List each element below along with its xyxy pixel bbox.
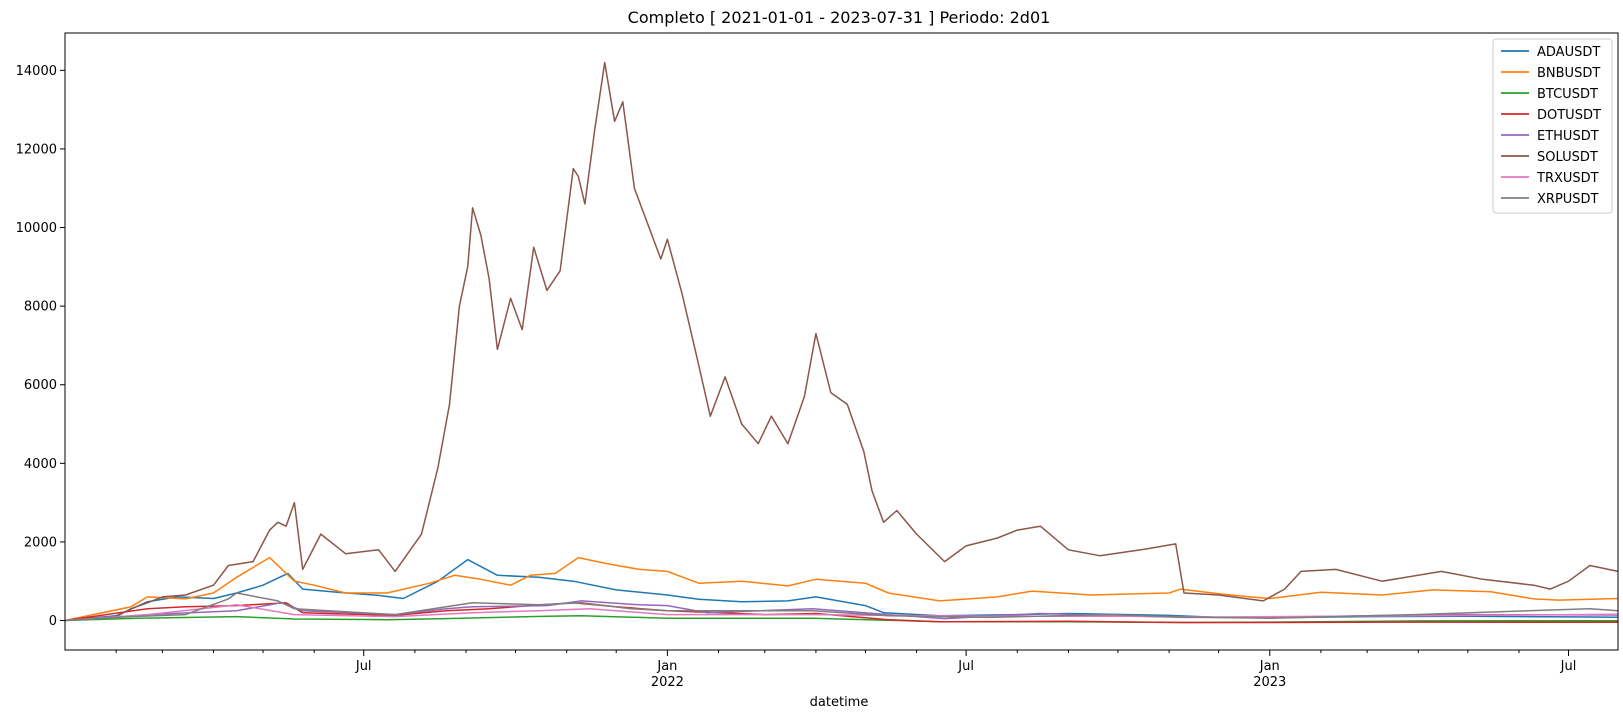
y-tick-label: 10000 bbox=[16, 221, 57, 236]
legend-label-ethusdt: ETHUSDT bbox=[1537, 129, 1599, 144]
y-tick-label: 4000 bbox=[24, 457, 57, 472]
y-axis: 0 2000 4000 6000 8000 10000 12000 14000 bbox=[16, 64, 65, 629]
x-tick-label: Jul bbox=[957, 659, 974, 674]
y-tick-label: 14000 bbox=[16, 64, 57, 79]
y-tick-label: 8000 bbox=[24, 300, 57, 315]
y-tick-label: 12000 bbox=[16, 142, 57, 157]
legend-label-bnbusdt: BNBUSDT bbox=[1537, 66, 1600, 81]
x-axis-label: datetime bbox=[810, 695, 869, 710]
x-tick-label: Jan bbox=[1259, 659, 1280, 674]
x-tick-label: Jan bbox=[656, 659, 677, 674]
y-tick-label: 0 bbox=[49, 614, 57, 629]
y-tick-label: 6000 bbox=[24, 378, 57, 393]
x-tick-label: Jul bbox=[355, 659, 372, 674]
series-line-xrpusdt bbox=[64, 592, 1619, 622]
plot-frame bbox=[64, 32, 1619, 651]
series-lines bbox=[64, 61, 1619, 624]
x-tick-label: Jul bbox=[1560, 659, 1577, 674]
x-tick-year-label: 2023 bbox=[1253, 675, 1286, 690]
legend-box bbox=[1492, 38, 1613, 214]
y-tick-label: 2000 bbox=[24, 535, 57, 550]
series-line-bnbusdt bbox=[64, 556, 1619, 622]
legend-label-adausdt: ADAUSDT bbox=[1537, 45, 1600, 60]
legend-label-xrpusdt: XRPUSDT bbox=[1537, 192, 1599, 207]
legend-label-btcusdt: BTCUSDT bbox=[1537, 87, 1598, 102]
x-tick-year-label: 2022 bbox=[651, 675, 684, 690]
chart-title: Completo [ 2021-01-01 - 2023-07-31 ] Per… bbox=[628, 8, 1051, 27]
legend-label-solusdt: SOLUSDT bbox=[1537, 150, 1598, 165]
legend-label-trxusdt: TRXUSDT bbox=[1536, 171, 1599, 186]
legend-label-dotusdt: DOTUSDT bbox=[1537, 108, 1601, 123]
legend: ADAUSDT BNBUSDT BTCUSDT DOTUSDT ETHUSDT SOLUS… bbox=[1492, 38, 1613, 214]
series-line-solusdt bbox=[64, 61, 1619, 622]
